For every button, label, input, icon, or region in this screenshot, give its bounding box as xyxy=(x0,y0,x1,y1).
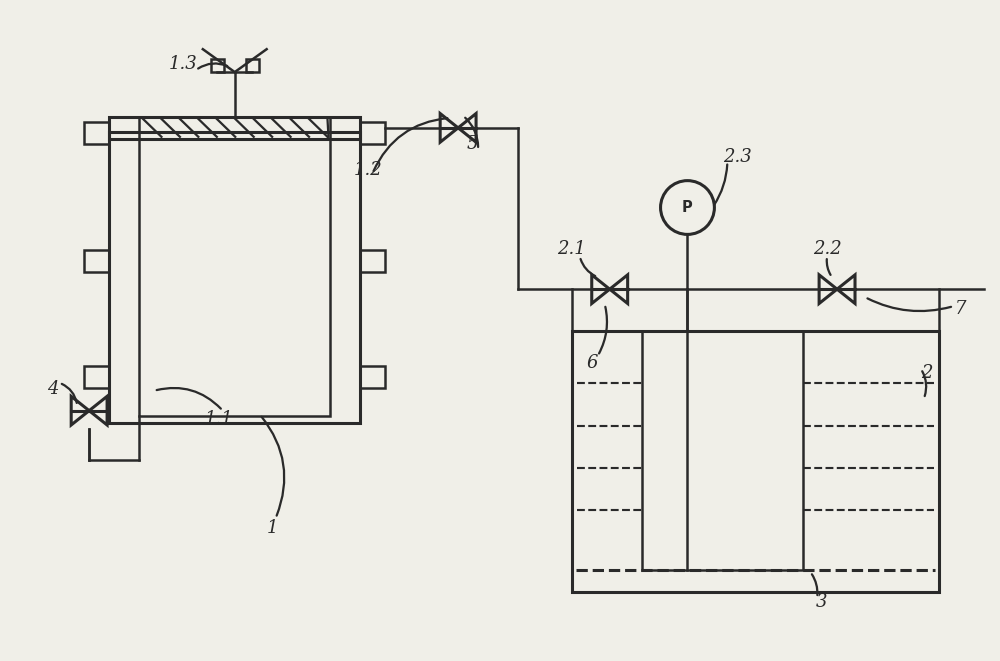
Text: 1.2: 1.2 xyxy=(354,161,383,178)
Text: 1: 1 xyxy=(267,519,278,537)
Bar xyxy=(109,117,360,139)
Text: 6: 6 xyxy=(586,354,597,372)
Text: 3: 3 xyxy=(815,593,827,611)
Text: 4: 4 xyxy=(47,380,59,398)
Bar xyxy=(211,59,224,72)
Text: 2.1: 2.1 xyxy=(557,241,586,258)
Bar xyxy=(572,331,939,592)
Text: 2.2: 2.2 xyxy=(813,241,841,258)
Text: 1.3: 1.3 xyxy=(169,55,197,73)
Bar xyxy=(360,122,385,144)
Text: 5: 5 xyxy=(466,135,478,153)
Bar xyxy=(109,132,360,422)
Text: 7: 7 xyxy=(955,300,966,318)
Bar xyxy=(642,331,803,570)
Text: 2: 2 xyxy=(921,364,933,382)
Bar xyxy=(360,366,385,388)
Text: P: P xyxy=(682,200,693,215)
Bar xyxy=(139,117,330,139)
Bar xyxy=(84,122,109,144)
Bar xyxy=(84,250,109,272)
Bar xyxy=(360,250,385,272)
Bar xyxy=(84,366,109,388)
Text: 2.3: 2.3 xyxy=(723,147,752,166)
Bar xyxy=(246,59,259,72)
Text: 1.1: 1.1 xyxy=(204,410,233,428)
Bar xyxy=(139,139,330,416)
